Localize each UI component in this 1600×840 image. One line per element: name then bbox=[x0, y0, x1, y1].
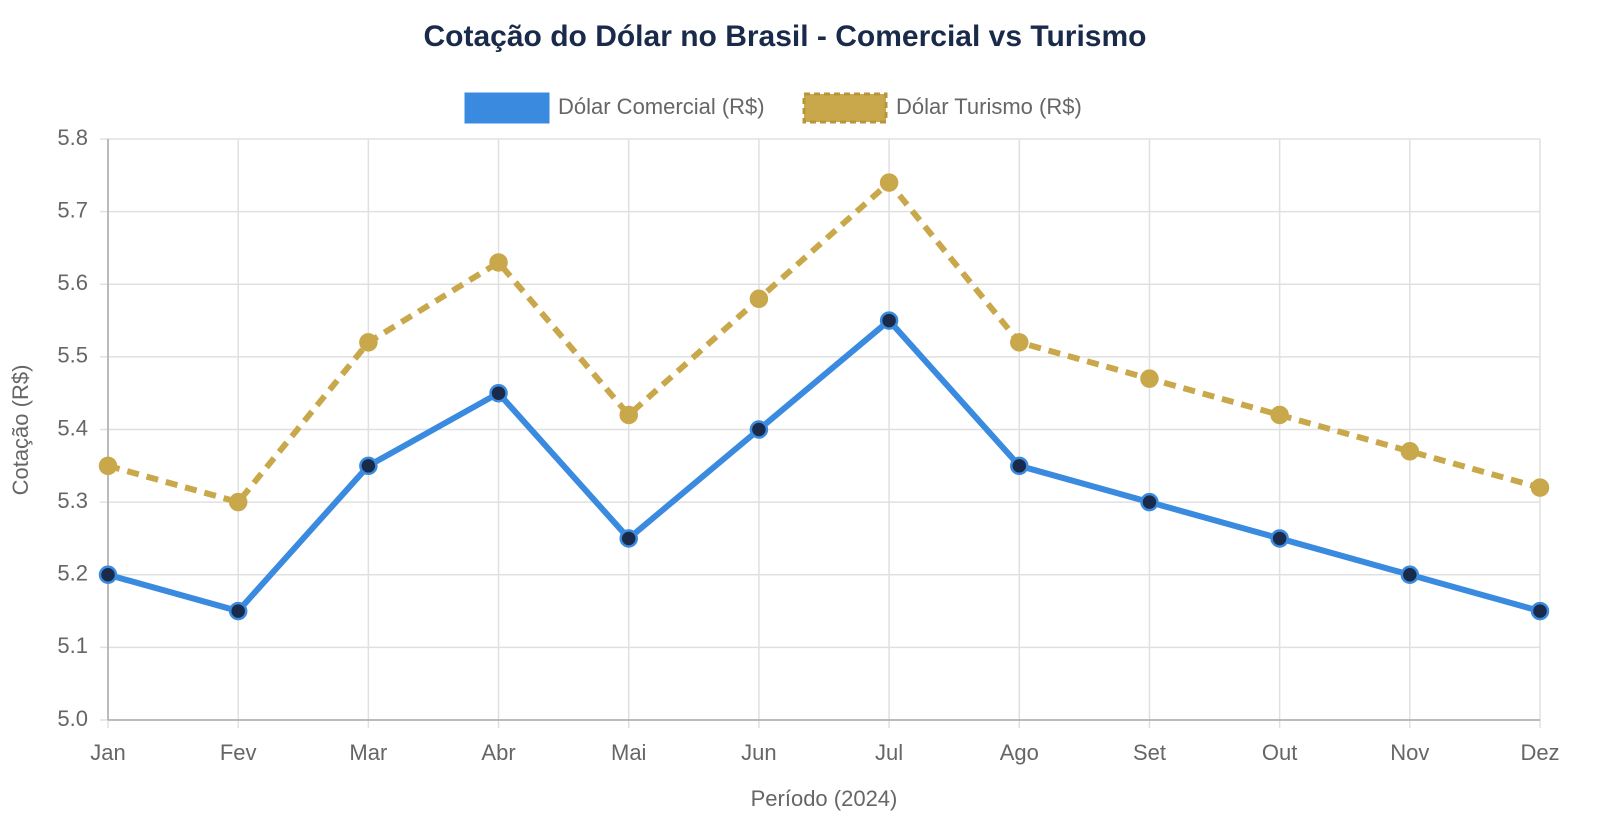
y-tick-label: 5.4 bbox=[57, 415, 88, 440]
data-point bbox=[359, 456, 378, 476]
x-axis-title: Período (2024) bbox=[751, 786, 898, 811]
data-point bbox=[359, 333, 378, 352]
data-point bbox=[879, 311, 899, 330]
y-tick-label: 5.7 bbox=[57, 197, 88, 222]
legend-label: Dólar Comercial (R$) bbox=[558, 94, 765, 119]
y-tick-label: 5.8 bbox=[57, 125, 88, 150]
x-tick-label: Jun bbox=[741, 740, 776, 765]
legend-swatch bbox=[802, 92, 888, 124]
y-tick-label: 5.2 bbox=[57, 561, 88, 586]
data-point bbox=[1270, 529, 1289, 548]
data-point bbox=[1270, 405, 1289, 425]
data-point bbox=[1400, 442, 1420, 461]
data-point bbox=[879, 173, 899, 192]
x-tick-label: Mar bbox=[349, 740, 387, 765]
x-tick-label: Ago bbox=[1000, 740, 1039, 765]
y-tick-label: 5.3 bbox=[57, 488, 88, 513]
data-point bbox=[619, 405, 638, 425]
y-tick-label: 5.0 bbox=[57, 706, 88, 731]
data-point bbox=[98, 565, 118, 584]
x-tick-label: Dez bbox=[1520, 740, 1559, 765]
y-axis-title: Cotação (R$) bbox=[8, 365, 33, 496]
x-tick-label: Jan bbox=[90, 740, 125, 765]
data-point bbox=[749, 420, 769, 439]
data-point bbox=[228, 492, 248, 512]
legend-label: Dólar Turismo (R$) bbox=[896, 94, 1082, 119]
data-point bbox=[489, 383, 508, 403]
data-point bbox=[489, 253, 508, 272]
data-point bbox=[1140, 492, 1159, 512]
x-tick-label: Set bbox=[1133, 740, 1166, 765]
data-point bbox=[228, 601, 248, 621]
x-tick-label: Fev bbox=[220, 740, 257, 765]
series-line bbox=[107, 179, 1541, 506]
y-tick-label: 5.1 bbox=[57, 633, 88, 658]
series-line bbox=[107, 317, 1541, 615]
data-point bbox=[1530, 601, 1550, 621]
y-tick-label: 5.5 bbox=[57, 343, 88, 368]
x-tick-label: Jul bbox=[875, 740, 903, 765]
data-point bbox=[1010, 456, 1029, 476]
data-point bbox=[98, 456, 118, 476]
legend-swatch bbox=[464, 92, 550, 124]
x-tick-label: Mai bbox=[611, 740, 646, 765]
y-tick-label: 5.6 bbox=[57, 270, 88, 295]
x-tick-label: Out bbox=[1262, 740, 1297, 765]
data-point bbox=[1400, 565, 1420, 584]
x-tick-label: Abr bbox=[481, 740, 515, 765]
chart-title: Cotação do Dólar no Brasil - Comercial v… bbox=[424, 20, 1147, 53]
data-point bbox=[619, 529, 638, 548]
data-point bbox=[1010, 333, 1029, 352]
x-tick-label: Nov bbox=[1390, 740, 1429, 765]
data-point bbox=[1530, 478, 1550, 497]
data-point bbox=[1140, 369, 1159, 388]
data-point bbox=[749, 289, 769, 309]
